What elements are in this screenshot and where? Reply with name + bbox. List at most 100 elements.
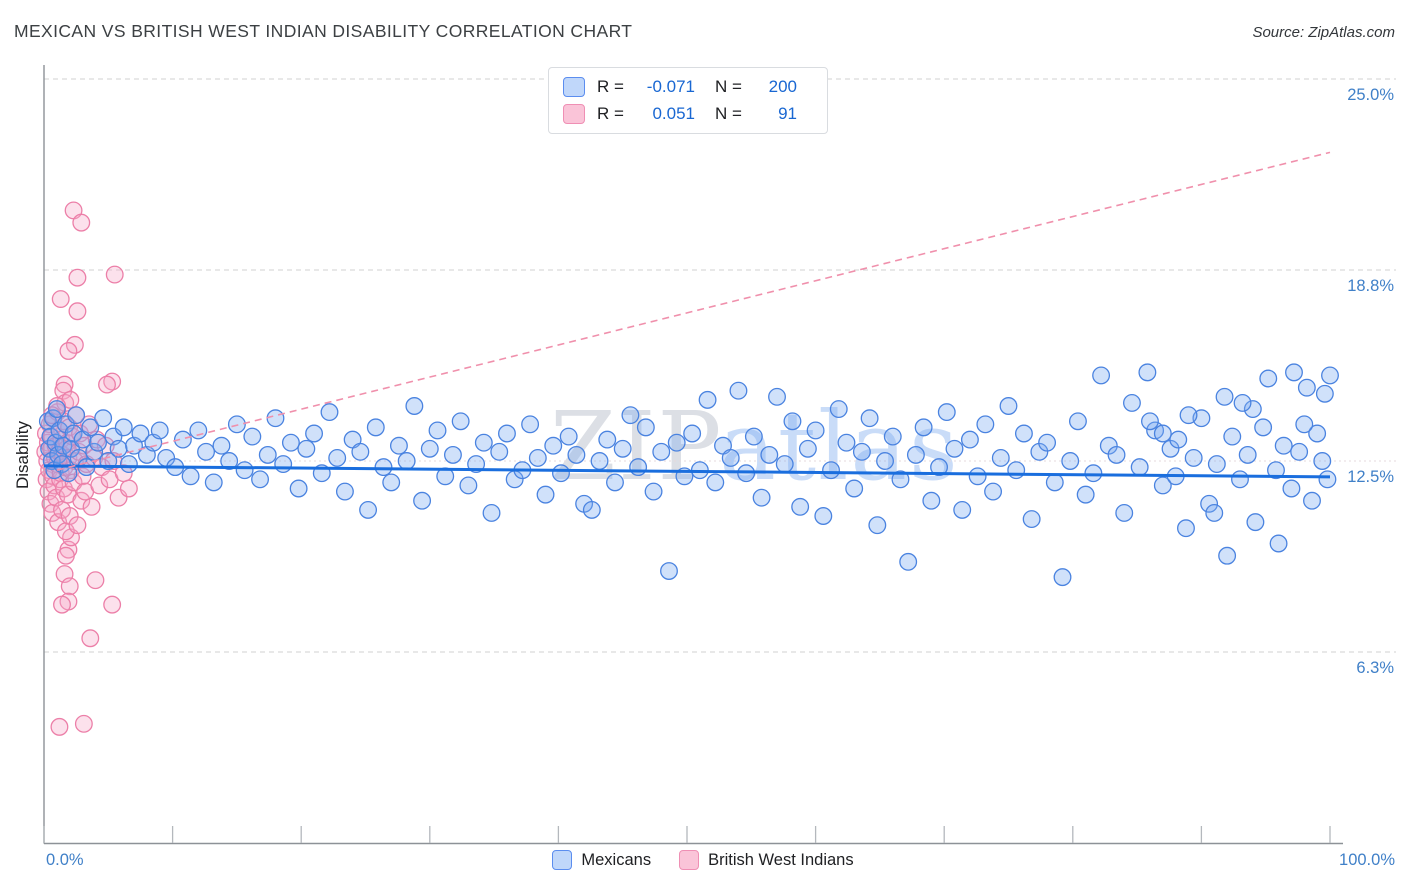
scatter-point-mexicans[interactable]: [413, 491, 432, 510]
scatter-point-mexicans[interactable]: [652, 442, 671, 461]
scatter-point-mexicans[interactable]: [660, 562, 678, 580]
scatter-point-mexicans[interactable]: [1254, 418, 1273, 437]
scatter-point-mexicans[interactable]: [212, 436, 231, 455]
scatter-point-bwi[interactable]: [60, 577, 79, 596]
scatter-point-mexicans[interactable]: [544, 436, 563, 455]
scatter-point-mexicans[interactable]: [64, 424, 83, 443]
scatter-point-mexicans[interactable]: [883, 427, 902, 446]
scatter-point-mexicans[interactable]: [382, 473, 401, 492]
scatter-point-mexicans[interactable]: [1045, 473, 1064, 492]
scatter-point-mexicans[interactable]: [1274, 436, 1293, 455]
scatter-point-mexicans[interactable]: [281, 433, 300, 452]
scatter-point-mexicans[interactable]: [1243, 400, 1262, 418]
scatter-point-mexicans[interactable]: [389, 436, 408, 455]
scatter-point-mexicans[interactable]: [320, 403, 339, 422]
scatter-point-mexicans[interactable]: [868, 516, 887, 535]
scatter-point-mexicans[interactable]: [1267, 461, 1285, 480]
scatter-point-mexicans[interactable]: [274, 455, 293, 474]
scatter-point-mexicans[interactable]: [366, 418, 385, 437]
scatter-point-mexicans[interactable]: [1053, 568, 1072, 587]
scatter-point-mexicans[interactable]: [636, 418, 655, 437]
scatter-point-mexicans[interactable]: [1246, 513, 1265, 532]
scatter-point-mexicans[interactable]: [914, 418, 933, 437]
scatter-point-mexicans[interactable]: [1218, 546, 1237, 565]
scatter-point-mexicans[interactable]: [235, 461, 254, 480]
scatter-point-mexicans[interactable]: [1297, 378, 1316, 397]
scatter-point-mexicans[interactable]: [829, 400, 848, 418]
scatter-point-mexicans[interactable]: [606, 473, 624, 492]
scatter-point-mexicans[interactable]: [289, 479, 308, 498]
scatter-point-mexicans[interactable]: [1205, 504, 1224, 522]
scatter-point-mexicans[interactable]: [1282, 479, 1301, 498]
scatter-point-mexicans[interactable]: [729, 381, 748, 400]
scatter-point-mexicans[interactable]: [297, 439, 316, 458]
scatter-point-mexicans[interactable]: [1022, 510, 1041, 529]
scatter-point-mexicans[interactable]: [976, 415, 995, 434]
scatter-point-bwi[interactable]: [90, 476, 109, 495]
scatter-point-mexicans[interactable]: [559, 427, 578, 446]
scatter-point-mexicans[interactable]: [822, 461, 840, 480]
scatter-point-mexicans[interactable]: [1107, 445, 1126, 464]
scatter-point-mexicans[interactable]: [1233, 393, 1252, 412]
scatter-point-bwi[interactable]: [82, 497, 101, 516]
scatter-point-mexicans[interactable]: [1231, 470, 1249, 489]
scatter-point-mexicans[interactable]: [1184, 448, 1203, 467]
scatter-point-mexicans[interactable]: [922, 491, 941, 510]
scatter-point-mexicans[interactable]: [1179, 406, 1198, 425]
legend-item-mexicans[interactable]: Mexicans: [552, 850, 651, 870]
scatter-point-bwi[interactable]: [56, 546, 75, 565]
scatter-point-mexicans[interactable]: [428, 421, 447, 440]
scatter-point-mexicans[interactable]: [760, 445, 779, 464]
scatter-point-mexicans[interactable]: [629, 458, 648, 477]
scatter-point-mexicans[interactable]: [937, 403, 956, 422]
scatter-point-mexicans[interactable]: [420, 439, 439, 458]
scatter-point-mexicans[interactable]: [227, 415, 246, 434]
scatter-point-mexicans[interactable]: [891, 470, 910, 489]
scatter-point-bwi[interactable]: [68, 516, 87, 535]
scatter-point-mexicans[interactable]: [1313, 452, 1332, 470]
scatter-point-mexicans[interactable]: [150, 421, 169, 440]
scatter-point-mexicans[interactable]: [1177, 519, 1195, 538]
scatter-point-bwi[interactable]: [68, 268, 87, 287]
scatter-point-mexicans[interactable]: [984, 482, 1003, 501]
scatter-point-mexicans[interactable]: [131, 424, 150, 443]
scatter-point-mexicans[interactable]: [1153, 424, 1172, 443]
scatter-point-bwi[interactable]: [51, 290, 70, 308]
scatter-point-bwi[interactable]: [81, 629, 100, 648]
scatter-point-mexicans[interactable]: [613, 439, 632, 458]
scatter-point-mexicans[interactable]: [930, 458, 949, 477]
scatter-point-bwi[interactable]: [74, 714, 93, 733]
scatter-point-mexicans[interactable]: [114, 418, 133, 437]
scatter-point-mexicans[interactable]: [876, 452, 894, 470]
scatter-point-mexicans[interactable]: [305, 424, 324, 443]
scatter-point-mexicans[interactable]: [1321, 366, 1339, 385]
scatter-point-mexicans[interactable]: [1215, 387, 1234, 406]
scatter-point-mexicans[interactable]: [89, 433, 107, 452]
scatter-point-mexicans[interactable]: [644, 482, 663, 501]
scatter-point-mexicans[interactable]: [1259, 369, 1278, 388]
scatter-point-mexicans[interactable]: [798, 439, 817, 458]
scatter-point-mexicans[interactable]: [706, 473, 725, 492]
scatter-point-mexicans[interactable]: [1303, 491, 1321, 510]
scatter-point-mexicans[interactable]: [906, 445, 925, 464]
scatter-point-mexicans[interactable]: [1238, 445, 1257, 464]
scatter-point-mexicans[interactable]: [845, 479, 864, 498]
scatter-point-mexicans[interactable]: [405, 397, 424, 415]
scatter-point-mexicans[interactable]: [590, 452, 609, 470]
scatter-point-mexicans[interactable]: [968, 467, 987, 486]
scatter-point-mexicans[interactable]: [1318, 470, 1337, 489]
scatter-point-mexicans[interactable]: [899, 552, 918, 571]
scatter-point-mexicans[interactable]: [1285, 363, 1303, 382]
scatter-point-mexicans[interactable]: [258, 445, 277, 464]
scatter-point-bwi[interactable]: [68, 302, 87, 321]
scatter-point-mexicans[interactable]: [852, 442, 871, 461]
scatter-point-mexicans[interactable]: [474, 433, 493, 452]
scatter-point-mexicans[interactable]: [814, 507, 833, 525]
scatter-point-bwi[interactable]: [55, 375, 74, 394]
scatter-point-mexicans[interactable]: [1223, 427, 1242, 446]
scatter-point-mexicans[interactable]: [945, 439, 964, 458]
scatter-point-mexicans[interactable]: [189, 421, 208, 440]
scatter-point-mexicans[interactable]: [1092, 366, 1111, 385]
scatter-point-bwi[interactable]: [64, 473, 83, 492]
scatter-point-mexicans[interactable]: [960, 430, 979, 449]
